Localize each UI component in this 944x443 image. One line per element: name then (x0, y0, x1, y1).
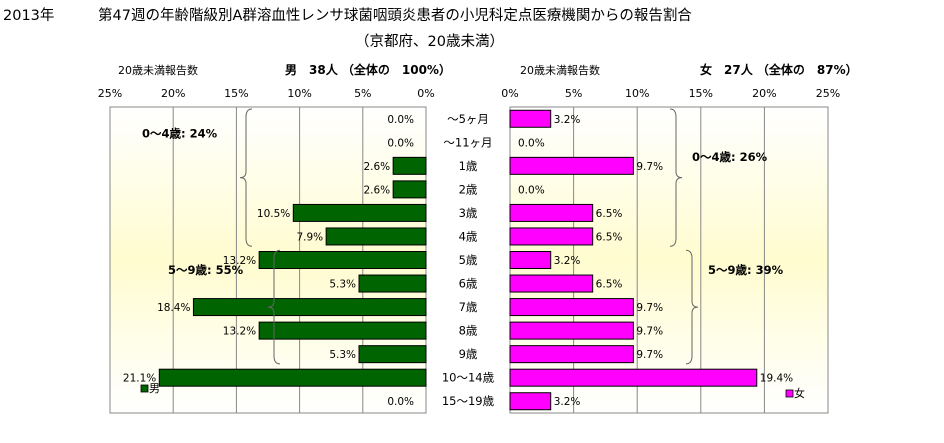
female-data-label: 3.2% (554, 114, 581, 126)
right-tick-label: 5% (565, 87, 582, 100)
category-label: 6歳 (459, 277, 478, 291)
right-tick-label: 0% (501, 87, 518, 100)
female-data-label: 6.5% (596, 231, 623, 243)
male-group-label: 5～9歳: 55% (168, 263, 244, 277)
male-bar (158, 368, 427, 387)
male-group-brace (267, 249, 281, 365)
category-label: 7歳 (459, 300, 478, 314)
right-header: 20歳未満報告数 (520, 64, 600, 77)
chart-subtitle: （京都府、20歳未満） (355, 34, 504, 50)
male-data-label: 21.1% (123, 373, 156, 385)
male-bar (325, 227, 427, 246)
right-tick-label: 20% (752, 87, 776, 100)
female-bar (509, 274, 594, 293)
female-bar (509, 392, 552, 411)
male-bar (392, 180, 427, 199)
male-bar (392, 156, 427, 175)
male-data-label: 5.3% (329, 279, 356, 291)
female-data-label: 6.5% (596, 279, 623, 291)
male-bar (358, 345, 427, 364)
left-tick-label: 0% (417, 87, 434, 100)
female-legend-label: 女 (794, 386, 805, 400)
category-label: 4歳 (459, 229, 478, 243)
category-label: 10～14歳 (442, 371, 495, 385)
female-data-label: 19.4% (760, 373, 793, 385)
left-tick-label: 20% (161, 87, 185, 100)
right-summary: 女 27人 （全体の 87%） (700, 63, 858, 77)
male-data-label: 18.4% (157, 302, 190, 314)
male-data-label: 13.2% (223, 326, 256, 338)
female-bar (509, 368, 758, 387)
male-bar (258, 251, 427, 269)
female-bar (509, 156, 634, 175)
male-data-label: 0.0% (387, 396, 414, 408)
left-header: 20歳未満報告数 (118, 64, 198, 77)
female-bar (509, 227, 594, 246)
female-data-label: 0.0% (518, 184, 545, 196)
male-bar (192, 298, 427, 317)
left-summary: 男 38人 （全体の 100%） (285, 63, 451, 77)
male-data-label: 5.3% (329, 349, 356, 361)
female-bar (509, 298, 634, 317)
female-data-label: 6.5% (596, 208, 623, 220)
female-data-label: 9.7% (636, 349, 663, 361)
category-label: ～5ヶ月 (447, 112, 489, 126)
male-data-label: 13.2% (223, 255, 256, 267)
left-tick-label: 15% (224, 87, 248, 100)
male-bar (292, 203, 427, 222)
male-bar (358, 274, 427, 293)
left-tick-label: 10% (287, 87, 311, 100)
male-data-label: 10.5% (257, 208, 290, 220)
female-data-label: 9.7% (636, 161, 663, 173)
female-group-brace (685, 249, 699, 365)
male-group-label: 0～4歳: 24% (142, 127, 218, 141)
female-legend-swatch (785, 389, 794, 398)
right-tick-label: 25% (816, 87, 840, 100)
category-label: 3歳 (459, 206, 478, 220)
male-data-label: 2.6% (363, 184, 390, 196)
category-label: 8歳 (459, 324, 478, 338)
male-data-label: 0.0% (387, 114, 414, 126)
category-label: 2歳 (459, 182, 478, 196)
female-bar (509, 251, 552, 269)
female-data-label: 9.7% (636, 302, 663, 314)
male-group-brace (239, 108, 253, 247)
female-group-label: 0～4歳: 26% (692, 150, 768, 164)
female-bar (509, 203, 594, 222)
category-label: 5歳 (459, 253, 478, 267)
left-tick-label: 25% (98, 87, 122, 100)
female-data-label: 0.0% (518, 137, 545, 149)
male-legend-label: 男 (149, 382, 160, 395)
male-data-label: 7.9% (296, 231, 323, 243)
male-bar (258, 321, 427, 340)
left-tick-label: 5% (354, 87, 371, 100)
male-data-label: 0.0% (387, 137, 414, 149)
female-group-brace (669, 108, 683, 247)
male-legend-swatch (140, 384, 149, 393)
male-data-label: 2.6% (363, 161, 390, 173)
female-group-label: 5～9歳: 39% (708, 263, 784, 277)
right-tick-label: 10% (625, 87, 649, 100)
right-tick-label: 15% (689, 87, 713, 100)
title-year: 2013年 (3, 8, 55, 24)
category-label: 1歳 (459, 159, 478, 173)
category-label: ～11ヶ月 (443, 135, 492, 149)
female-bar (509, 321, 634, 340)
category-label: 9歳 (459, 347, 478, 361)
category-label: 15～19歳 (442, 394, 495, 408)
female-data-label: 3.2% (554, 396, 581, 408)
female-bar (509, 345, 634, 364)
female-data-label: 9.7% (636, 326, 663, 338)
chart-title: 第47週の年齢階級別A群溶血性レンサ球菌咽頭炎患者の小児科定点医療機関からの報告… (98, 8, 692, 24)
female-bar (509, 109, 552, 128)
female-data-label: 3.2% (554, 255, 581, 267)
